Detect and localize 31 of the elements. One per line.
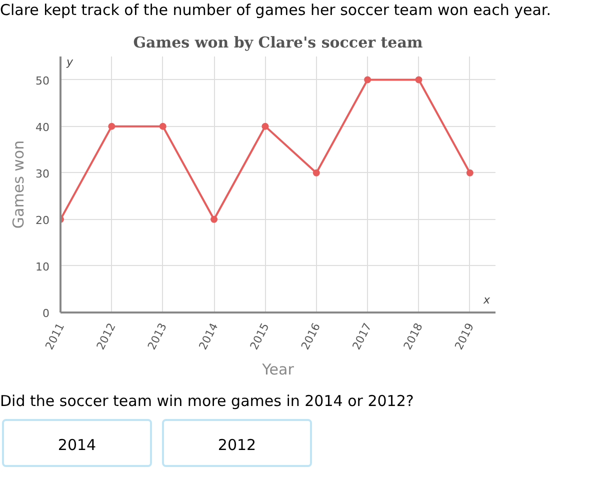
- x-tick-label: 2015: [248, 321, 272, 352]
- text: 2012: [218, 435, 256, 456]
- y-tick-label: 50: [36, 74, 50, 88]
- y-tick-label: 0: [42, 307, 50, 320]
- x-tick-label: 2012: [94, 321, 118, 352]
- y-tick-label: 10: [36, 260, 50, 274]
- x-tick-label: 2017: [350, 321, 374, 352]
- point: [262, 122, 269, 130]
- point: [466, 169, 474, 176]
- x-tick-label: 2019: [452, 321, 477, 352]
- annotation: y: [66, 56, 74, 68]
- text: 2014: [58, 435, 96, 456]
- text: Clare kept track of the number of games her soccer team won each year.: [0, 0, 551, 21]
- x-tick-label: 2016: [298, 321, 324, 352]
- point: [415, 76, 422, 84]
- y-tick-label: 20: [36, 214, 50, 227]
- x-tick-label: 2014: [196, 321, 221, 352]
- x-tick-label: 2013: [145, 321, 170, 352]
- y-tick-label: 30: [36, 167, 50, 180]
- y-axis-title: Games won: [10, 140, 28, 229]
- y-tick-label: 40: [36, 120, 50, 134]
- point: [210, 216, 218, 223]
- point: [364, 76, 372, 84]
- point: [159, 122, 166, 130]
- x-axis-title: Year: [261, 360, 295, 379]
- point: [312, 169, 320, 176]
- annotation: x: [482, 294, 490, 306]
- point: [108, 122, 116, 130]
- x-tick-label: 2018: [401, 321, 426, 352]
- chart-title: Games won by Clare's soccer team: [133, 34, 423, 52]
- text: Did the soccer team win more games in 2014 or 2012?: [0, 391, 414, 412]
